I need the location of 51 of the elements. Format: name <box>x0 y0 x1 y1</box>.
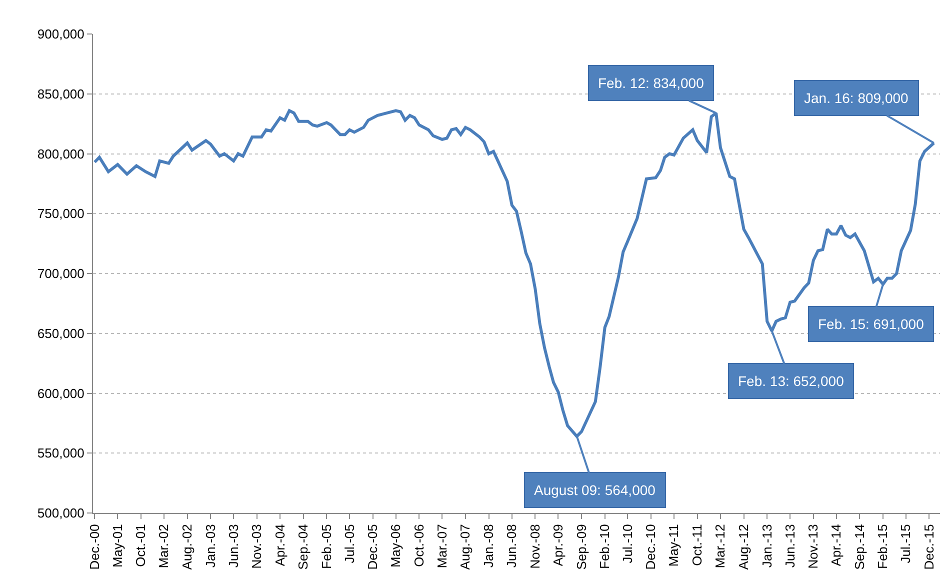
x-tick-label: Sep.-14 <box>852 524 867 570</box>
x-tick-label: Jan.-08 <box>480 524 496 568</box>
x-tick-label: Oct.-11 <box>690 524 705 566</box>
x-tick-label: Jun.-13 <box>782 524 798 568</box>
x-tick-label: Jan.-13 <box>759 524 774 568</box>
x-tick-label: Dec.-05 <box>365 524 380 570</box>
x-tick-label: May-11 <box>666 524 682 567</box>
x-tick-label: Aug.-12 <box>736 524 752 570</box>
y-tick-label: 850,000 <box>37 86 84 102</box>
x-tick-label: Nov.-08 <box>527 524 542 569</box>
y-tick-label: 650,000 <box>37 326 84 341</box>
x-tick-label: Nov.-03 <box>249 524 264 569</box>
x-tick-label: Apr.-09 <box>550 524 566 566</box>
x-tick-label: Mar.-02 <box>156 524 172 568</box>
y-tick-label: 800,000 <box>37 146 84 162</box>
annotation: Feb. 13: 652,000 <box>738 373 844 389</box>
x-tick-label: Feb.-15 <box>875 524 890 570</box>
annotation: Jan. 16: 809,000 <box>804 90 909 106</box>
x-tick-label: Jan.-03 <box>202 524 218 568</box>
annotation: Feb. 12: 834,000 <box>598 75 704 91</box>
y-tick-label: 500,000 <box>37 506 84 521</box>
y-tick-label: 600,000 <box>37 386 84 401</box>
x-tick-label: Aug.-02 <box>180 524 195 570</box>
x-tick-label: Dec.-15 <box>921 524 936 570</box>
x-tick-label: Jun.-08 <box>504 524 520 568</box>
x-tick-label: May-01 <box>110 524 125 568</box>
annotation: Feb. 15: 691,000 <box>818 316 924 332</box>
y-tick-label: 550,000 <box>37 446 84 461</box>
x-tick-label: Feb.-05 <box>318 524 334 570</box>
x-tick-label: Aug.-07 <box>458 524 473 570</box>
x-tick-label: Jul.-05 <box>342 524 357 564</box>
x-tick-label: Apr.-14 <box>828 524 844 566</box>
x-tick-label: Nov.-13 <box>806 524 821 569</box>
x-tick-label: Dec.-10 <box>643 524 658 570</box>
x-tick-label: Jun.-03 <box>226 524 241 568</box>
x-tick-label: Mar.-12 <box>712 524 728 568</box>
x-tick-label: Jul.-10 <box>620 524 635 564</box>
annotation: August 09: 564,000 <box>534 482 656 498</box>
x-tick-label: Feb.-10 <box>597 524 612 570</box>
x-tick-label: Dec.-00 <box>86 524 102 570</box>
x-tick-label: Sep.-09 <box>574 524 589 570</box>
x-tick-label: Oct.-06 <box>411 524 426 567</box>
x-tick-label: Apr.-04 <box>272 524 288 566</box>
x-tick-label: Oct.-01 <box>133 524 148 567</box>
y-tick-label: 750,000 <box>37 206 84 222</box>
x-tick-label: Sep.-04 <box>296 524 311 570</box>
x-tick-label: Jul.-15 <box>898 524 914 564</box>
y-tick-label: 900,000 <box>37 26 84 42</box>
x-tick-label: May-06 <box>388 524 404 568</box>
y-tick-label: 700,000 <box>37 266 84 282</box>
x-tick-label: Mar.-07 <box>434 524 450 568</box>
